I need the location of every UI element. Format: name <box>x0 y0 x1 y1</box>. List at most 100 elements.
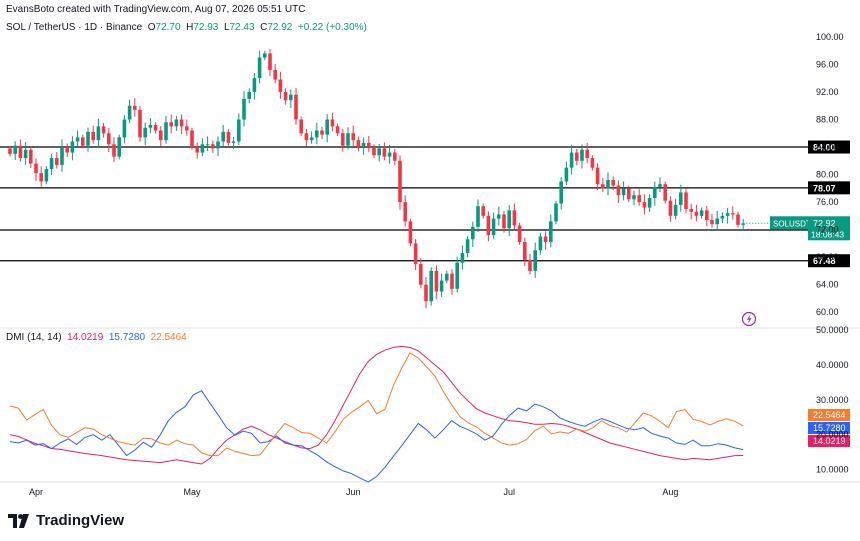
low-label: L <box>223 22 230 33</box>
candle-body <box>445 273 449 281</box>
candle-body <box>65 147 69 153</box>
candle-body <box>439 280 444 292</box>
candle-body <box>595 167 600 185</box>
candle-body <box>133 105 137 110</box>
price-tick-label: 88.00 <box>816 114 839 124</box>
candle-body <box>601 184 605 189</box>
candle-body <box>621 188 626 196</box>
candle-body <box>460 253 465 263</box>
candle-body <box>335 126 340 134</box>
candle-body <box>377 148 381 156</box>
candle-body <box>127 105 132 120</box>
open-value: 72.70 <box>155 22 181 33</box>
candle-body <box>39 173 43 182</box>
dmi-value-label: 22.5464 <box>813 410 846 420</box>
candle-body <box>512 210 517 226</box>
candle-body <box>725 213 730 216</box>
candle-body <box>8 148 12 154</box>
candle-body <box>382 148 387 157</box>
candle-body <box>60 147 64 165</box>
candle-body <box>341 133 345 146</box>
dmi-legend: DMI (14, 14) 14.0219 15.7280 22.5464 <box>6 332 187 343</box>
level-price-tag <box>808 181 850 195</box>
candle-body <box>112 144 116 157</box>
candle-body <box>694 211 699 216</box>
candle-body <box>575 152 579 161</box>
low-value: 72.43 <box>229 22 255 33</box>
candle-body <box>164 122 168 141</box>
candle-body <box>507 210 511 229</box>
candle-body <box>476 206 480 227</box>
candle-body <box>627 188 631 200</box>
candle-body <box>699 210 704 216</box>
candle-body <box>481 206 485 216</box>
candle-body <box>564 167 569 182</box>
candle-body <box>29 149 33 164</box>
candle-body <box>211 144 215 149</box>
candle-body <box>257 57 262 79</box>
candle-body <box>226 131 231 143</box>
candle-body <box>533 250 537 271</box>
level-price-tag <box>808 140 850 154</box>
tradingview-brand[interactable]: TradingView <box>8 512 124 529</box>
attribution-text: EvansBoto created with TradingView.com, … <box>6 4 306 15</box>
candle-body <box>231 141 236 143</box>
candle-body <box>679 192 683 205</box>
candle-body <box>143 127 147 138</box>
candle-body <box>304 133 309 141</box>
chart-canvas[interactable]: 84.0078.0771.9567.48SOLUSDT72.9218:08:43… <box>0 0 860 510</box>
last-price-label: 72.92 <box>813 218 836 228</box>
candle-body <box>741 223 745 225</box>
candle-body <box>325 119 329 135</box>
dmi-tick-label: 10.0000 <box>816 465 849 475</box>
candle-body <box>195 147 199 153</box>
candle-body <box>44 169 49 182</box>
candle-body <box>705 210 709 220</box>
time-tick-label: Jun <box>346 487 361 497</box>
candle-body <box>86 131 90 146</box>
candle-body <box>538 236 543 251</box>
candle-body <box>356 140 361 148</box>
candle-body <box>18 145 23 159</box>
candle-body <box>55 158 59 165</box>
candle-body <box>663 184 667 201</box>
lightning-icon[interactable] <box>741 311 757 327</box>
price-tick-label: 60.00 <box>816 307 839 317</box>
candle-body <box>268 53 272 70</box>
symbol-tag <box>770 216 808 230</box>
candle-body <box>429 270 433 302</box>
candle-body <box>23 149 28 159</box>
candle-body <box>122 119 127 138</box>
candle-body <box>497 214 501 219</box>
dmi-value-tag <box>808 422 850 434</box>
candle-body <box>611 180 615 186</box>
candle-body <box>117 137 121 157</box>
candle-body <box>580 149 584 161</box>
dmi-title[interactable]: DMI (14, 14) <box>6 332 62 343</box>
level-price-label: 78.07 <box>813 183 836 193</box>
candle-body <box>393 152 397 161</box>
candle-body <box>715 218 719 225</box>
symbol-name[interactable]: SOL / TetherUS · 1D · Binance <box>6 22 143 33</box>
close-value: 72.92 <box>267 22 293 33</box>
dmi-tick-label: 20.0000 <box>816 430 849 440</box>
candle-body <box>559 181 563 204</box>
candle-body <box>351 133 355 141</box>
time-tick-label: Aug <box>662 487 678 497</box>
dmi-layer: 22.5464 15.7280 14.0219 <box>9 345 850 483</box>
candle-body <box>81 137 85 146</box>
dmi-minus-value: 14.0219 <box>67 332 104 343</box>
candle-body <box>283 91 288 101</box>
candle-body <box>658 184 662 187</box>
last-price-tag <box>808 216 850 241</box>
candle-body <box>523 242 527 260</box>
candle-body <box>554 203 558 222</box>
dmi-tick-label: 40.0000 <box>816 360 849 370</box>
price-tick-label: 84.00 <box>816 142 839 152</box>
price-tick-label: 72.00 <box>816 225 839 235</box>
candle-body <box>387 152 392 157</box>
candle-body <box>471 226 475 240</box>
candle-body <box>647 197 652 208</box>
candle-body <box>200 144 205 153</box>
candle-body <box>408 221 413 244</box>
